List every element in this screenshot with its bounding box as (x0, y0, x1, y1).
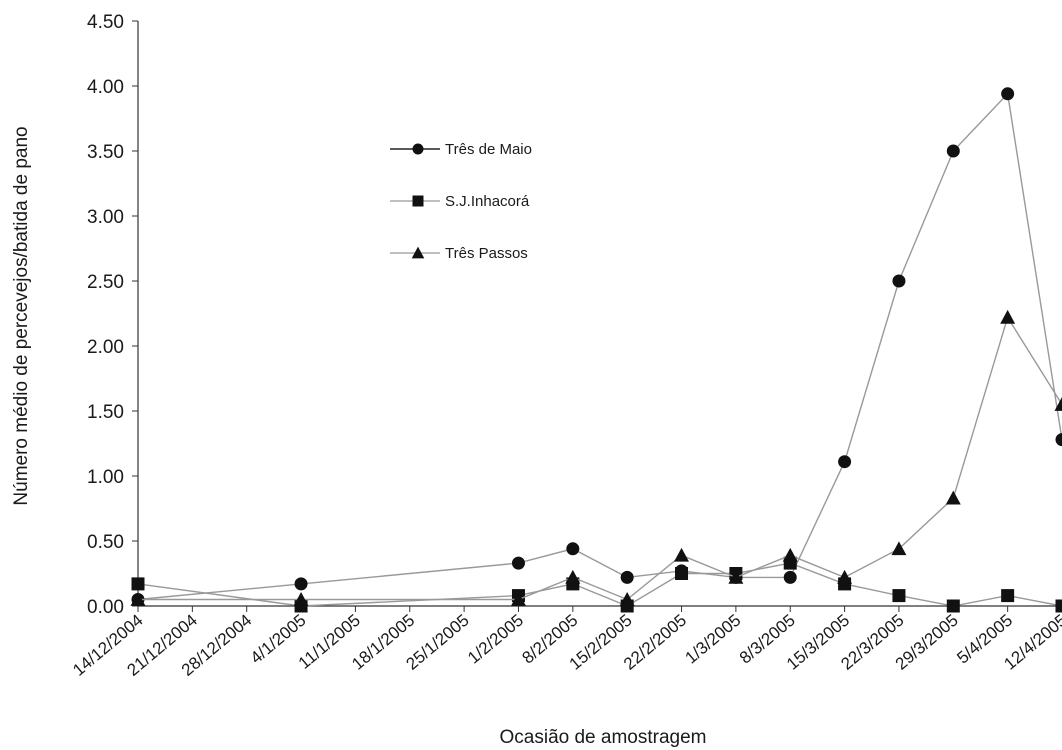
data-point-triangle (565, 569, 581, 584)
data-point-circle (1055, 433, 1062, 447)
data-point-circle (412, 143, 424, 155)
x-tick-label: 1/3/2005 (682, 611, 745, 668)
data-point-triangle (619, 592, 635, 606)
data-point-triangle (1054, 397, 1062, 411)
series-group (130, 87, 1062, 613)
legend-label: Três de Maio (445, 141, 532, 158)
series-circle (131, 87, 1062, 606)
legend-item: S.J.Inhacorá (390, 193, 530, 210)
data-point-circle (783, 570, 797, 584)
y-tick-label: 4.50 (87, 12, 124, 33)
data-point-triangle (837, 569, 853, 584)
data-point-triangle (728, 569, 744, 584)
y-axis-title: Número médio de percevejos/batida de pan… (11, 126, 32, 505)
legend-item: Três Passos (390, 245, 528, 262)
data-point-square (1055, 599, 1062, 613)
y-tick-label: 4.00 (87, 77, 124, 98)
data-point-circle (566, 542, 580, 556)
data-point-square (412, 195, 424, 207)
data-point-triangle (130, 592, 146, 606)
series-line (138, 315, 1062, 601)
data-point-square (675, 567, 689, 580)
x-tick-label: 1/2/2005 (464, 611, 527, 668)
data-point-circle (511, 556, 525, 570)
data-point-circle (294, 577, 308, 591)
y-tick-label: 1.50 (87, 402, 124, 423)
axes (137, 21, 1062, 607)
y-tick-label: 3.50 (87, 142, 124, 163)
data-point-triangle (1000, 309, 1016, 324)
data-point-square (131, 577, 145, 591)
y-axis-ticks: 0.00 0.50 1.00 1.50 2.00 2.50 3.00 3.50 4.00 4.50 (87, 12, 138, 618)
data-point-square (1001, 589, 1015, 603)
data-point-triangle (293, 592, 309, 606)
y-tick-label: 2.00 (87, 337, 124, 358)
legend: Três de Maio S.J.Inhacorá Três Passos (390, 141, 532, 262)
y-tick-label: 0.50 (87, 532, 124, 553)
y-tick-label: 2.50 (87, 272, 124, 293)
legend-item: Três de Maio (390, 141, 532, 158)
y-tick-label: 3.00 (87, 207, 124, 228)
data-point-triangle (945, 490, 961, 505)
y-tick-label: 1.00 (87, 467, 124, 488)
data-point-triangle (411, 246, 425, 259)
legend-label: S.J.Inhacorá (445, 193, 530, 210)
x-axis-ticks: 14/12/200421/12/200428/12/20044/1/200511… (69, 606, 1062, 680)
y-tick-label: 0.00 (87, 597, 124, 618)
data-point-triangle (891, 541, 907, 556)
data-point-triangle (510, 592, 526, 606)
data-point-triangle (674, 547, 690, 562)
legend-label: Três Passos (445, 245, 528, 262)
data-point-circle (946, 144, 960, 158)
data-point-square (946, 599, 960, 613)
data-point-circle (620, 570, 634, 584)
data-point-circle (1001, 87, 1015, 101)
series-line (137, 92, 1062, 601)
data-point-circle (892, 274, 906, 288)
x-axis-title: Ocasião de amostragem (500, 727, 707, 748)
data-point-triangle (782, 547, 798, 562)
data-point-square (892, 589, 906, 603)
series-triangle (130, 309, 1062, 606)
data-point-circle (838, 455, 852, 469)
series-square (131, 556, 1062, 613)
